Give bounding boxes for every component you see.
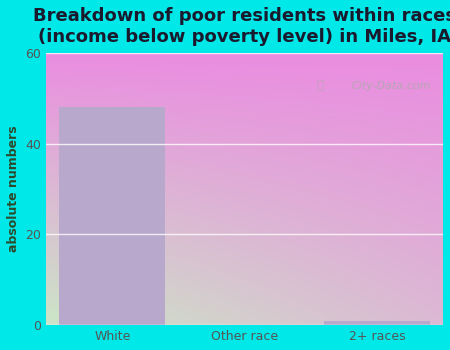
Bar xyxy=(324,321,430,325)
Title: Breakdown of poor residents within races
(income below poverty level) in Miles, : Breakdown of poor residents within races… xyxy=(33,7,450,46)
Bar xyxy=(59,107,165,325)
Text: City-Data.com: City-Data.com xyxy=(351,80,431,91)
Text: ⓘ: ⓘ xyxy=(316,79,324,92)
Y-axis label: absolute numbers: absolute numbers xyxy=(7,126,20,252)
